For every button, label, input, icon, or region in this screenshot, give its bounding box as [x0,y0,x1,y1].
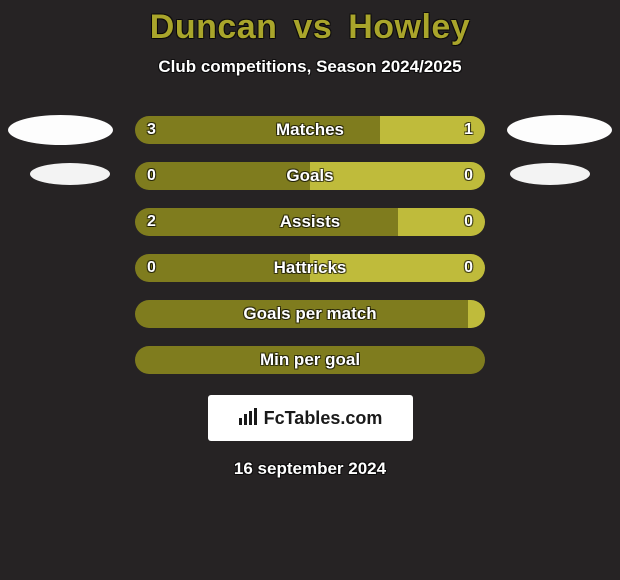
page-title: Duncan vs Howley [0,8,620,47]
comparison-card: Duncan vs Howley Club competitions, Seas… [0,0,620,580]
player2-shadow [510,163,590,185]
stat-value-right: 0 [464,162,473,190]
stat-value-left: 2 [147,208,156,236]
bar-left-fill [135,300,468,328]
versus-label: vs [293,8,332,46]
stat-row: Assists20 [0,199,620,245]
bar-right-fill [468,300,486,328]
stat-row: Matches31 [0,107,620,153]
stat-bar: Goals00 [135,162,485,190]
player1-avatar [8,115,113,145]
stat-value-left: 3 [147,116,156,144]
bar-left-fill [135,254,310,282]
stat-value-right: 1 [464,116,473,144]
subtitle: Club competitions, Season 2024/2025 [0,57,620,77]
stats-list: Matches31Goals00Assists20Hattricks00Goal… [0,107,620,383]
stat-row: Goals00 [0,153,620,199]
stat-value-right: 0 [464,254,473,282]
player1-shadow [30,163,110,185]
stat-value-right: 0 [464,208,473,236]
bar-right-fill [310,254,485,282]
stat-bar: Min per goal [135,346,485,374]
stat-bar: Assists20 [135,208,485,236]
stat-bar: Goals per match [135,300,485,328]
branding-text: FcTables.com [264,408,383,429]
bar-left-fill [135,162,310,190]
branding-badge[interactable]: FcTables.com [208,395,413,441]
bar-left-fill [135,346,485,374]
bar-chart-icon [238,408,258,431]
bar-right-fill [310,162,485,190]
player1-name: Duncan [150,8,278,46]
player2-name: Howley [348,8,470,46]
player2-avatar [507,115,612,145]
stat-row: Goals per match [0,291,620,337]
bar-left-fill [135,208,398,236]
stat-value-left: 0 [147,162,156,190]
date-label: 16 september 2024 [0,459,620,479]
stat-bar: Matches31 [135,116,485,144]
bar-left-fill [135,116,380,144]
stat-row: Hattricks00 [0,245,620,291]
stat-bar: Hattricks00 [135,254,485,282]
stat-value-left: 0 [147,254,156,282]
stat-row: Min per goal [0,337,620,383]
